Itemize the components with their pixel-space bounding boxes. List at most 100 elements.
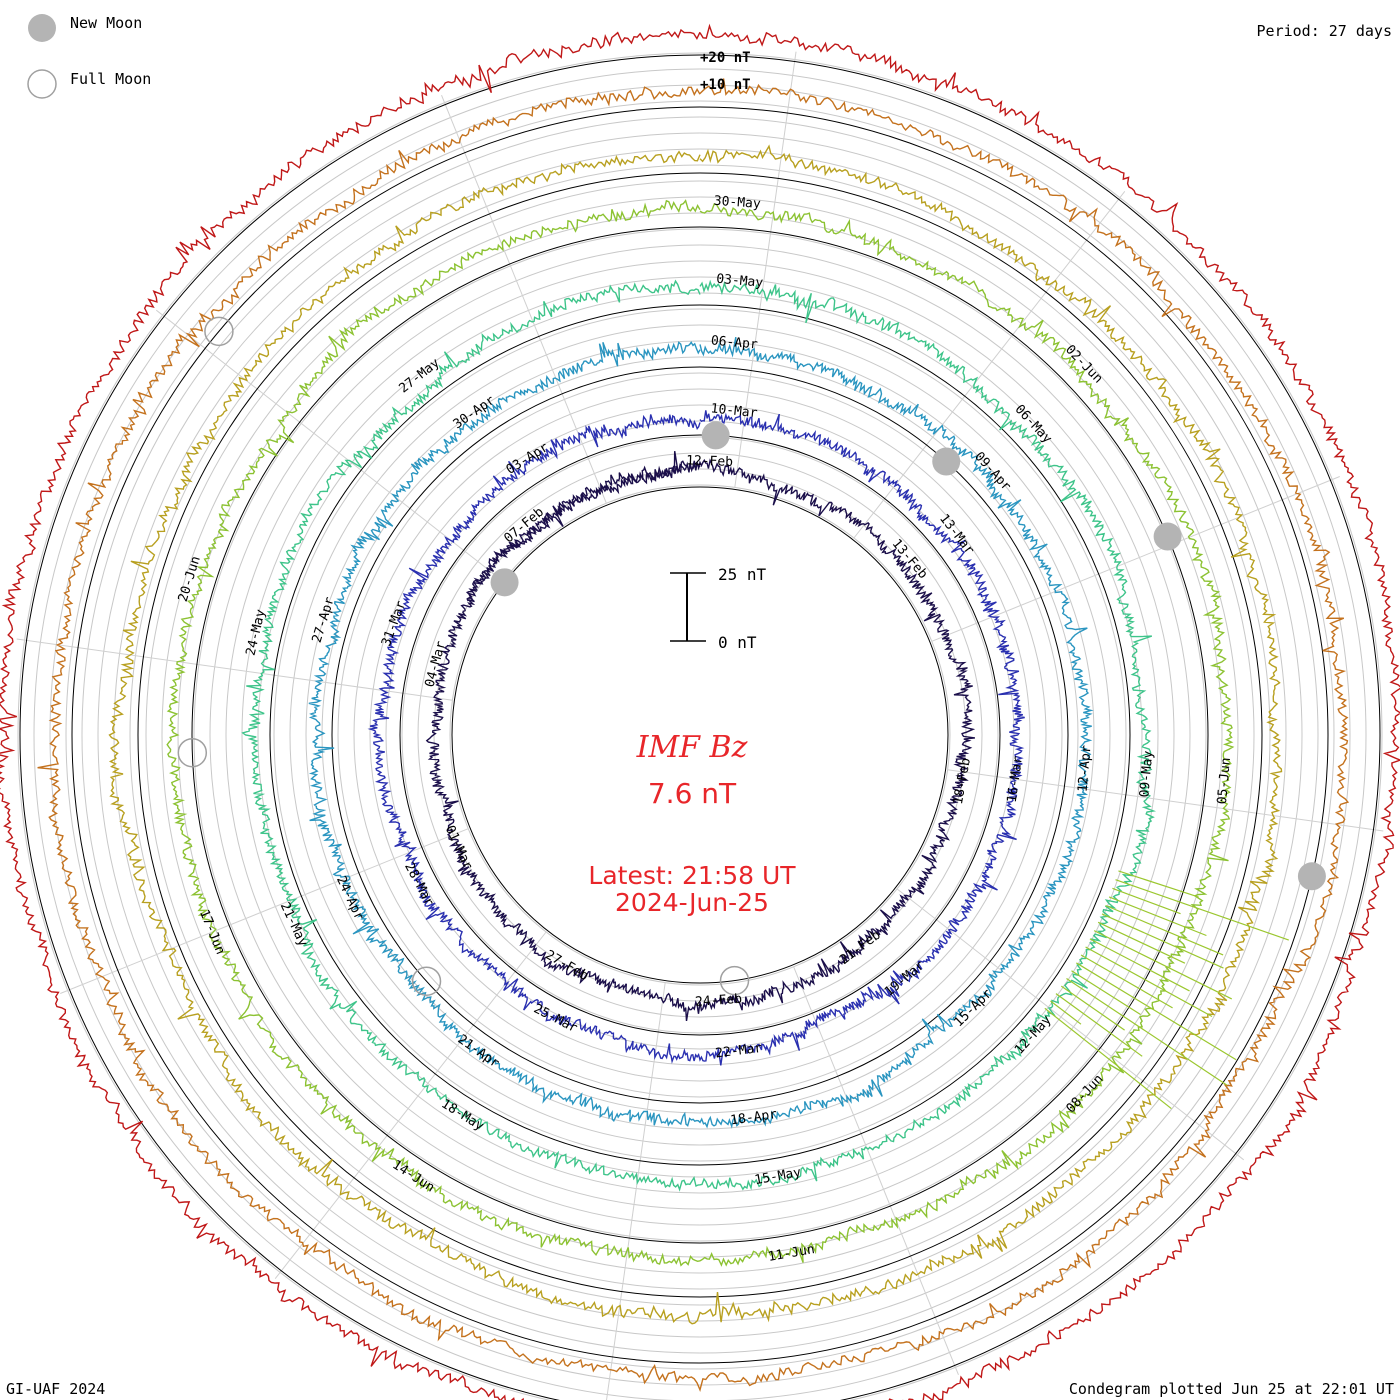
grid-spoke [441, 95, 607, 504]
date-label: 18-Apr [729, 1107, 778, 1128]
trace-ring-1 [425, 450, 976, 1022]
imf-bz-value: 7.6 nT [648, 777, 737, 810]
storm-spike [1044, 1007, 1172, 1110]
date-label: 21-May [277, 900, 311, 949]
date-label: 07-Feb [501, 505, 547, 547]
ring-baseline [331, 366, 1069, 1104]
scale-bottom-label: 0 nT [718, 633, 757, 652]
trace-ring-8 [0, 23, 1400, 1400]
date-label: 24-Apr [333, 874, 367, 923]
grid-circle [81, 116, 1319, 1354]
new-moon-marker [1153, 522, 1182, 551]
grid-spoke [853, 190, 1126, 539]
storm-spike [1093, 930, 1233, 1000]
grid-circle [65, 100, 1335, 1370]
date-label: 21-Apr [455, 1032, 502, 1071]
polar-grid [16, 51, 1384, 1400]
grid-circle [353, 388, 1047, 1082]
storm-spike [1115, 879, 1289, 941]
full-moon-marker [177, 737, 208, 768]
date-label: 12-Apr [1076, 744, 1095, 792]
full-moon-legend-icon [27, 69, 57, 99]
grid-circle [33, 68, 1367, 1400]
storm-spike [1105, 904, 1224, 956]
storm-spike [1089, 938, 1190, 992]
ring-baseline [399, 434, 1001, 1036]
storm-spike [1066, 977, 1228, 1086]
storm-spike [1071, 970, 1141, 1016]
grid-spoke [931, 476, 1340, 642]
trace-ring-6 [108, 144, 1283, 1325]
grid-circle [337, 372, 1063, 1098]
trace-ring-7 [37, 78, 1350, 1392]
imf-bz-title: IMF Bz [636, 730, 748, 765]
date-label: 02-Jun [1062, 342, 1105, 386]
latest-date: 2024-Jun-25 [615, 888, 769, 917]
date-label: 12-May [1012, 1013, 1055, 1058]
scale-bar: 25 nT 0 nT [670, 565, 767, 652]
date-label: 22-Mar [715, 1041, 764, 1062]
date-label: 17-Jun [196, 908, 228, 957]
date-label: 31-Mar [379, 599, 409, 648]
storm-spike [1055, 993, 1143, 1057]
grid-circle [97, 132, 1303, 1338]
date-label: 15-May [753, 1165, 802, 1188]
date-label: 12-Feb [686, 453, 734, 470]
period-label: Period: 27 days [1256, 22, 1392, 40]
grid-circle [385, 420, 1015, 1050]
date-label: 06-Apr [710, 333, 758, 352]
new-moon-marker [490, 568, 519, 597]
date-label: 05-Jun [1215, 757, 1234, 805]
grid-spoke [793, 966, 959, 1375]
date-label: 15-Apr [951, 986, 995, 1030]
grid-circle [401, 436, 999, 1034]
grid-spoke [155, 309, 504, 582]
storm-spike [1085, 946, 1213, 1018]
data-traces [0, 23, 1400, 1400]
grid-circle [145, 180, 1255, 1290]
ring-baseline [269, 304, 1131, 1166]
scale-top-label: 25 nT [718, 565, 767, 584]
tick-label-10nT: +10 nT [700, 77, 751, 93]
date-label: 06-May [1012, 402, 1055, 447]
storm-spike [1112, 887, 1181, 915]
new-moon-marker [932, 447, 961, 476]
new-moon-marker [1297, 862, 1326, 891]
grid-circle [193, 228, 1207, 1242]
grid-spoke [947, 769, 1384, 832]
grid-circle [289, 324, 1111, 1146]
new-moon-legend-label: New Moon [70, 14, 142, 32]
trace-ring-3 [308, 336, 1094, 1129]
grid-circle [129, 164, 1271, 1306]
ring-baseline [71, 106, 1329, 1364]
trace-ring-2 [367, 410, 1025, 1066]
date-label: 27-May [396, 356, 442, 397]
grid-spoke [734, 51, 797, 488]
latest-time: Latest: 21:58 UT [588, 861, 796, 890]
grid-circle [449, 484, 951, 986]
grid-spoke [896, 888, 1245, 1161]
grid-circle [241, 276, 1159, 1194]
grid-circle [369, 404, 1031, 1066]
grid-circle [113, 148, 1287, 1322]
storm-spike [1060, 985, 1125, 1031]
date-label: 18-Feb [951, 757, 974, 806]
grid-circle [417, 452, 983, 1018]
storm-spike [1050, 1000, 1082, 1025]
grid-circle [161, 196, 1239, 1274]
grid-circle [17, 52, 1383, 1400]
trace-ring-5 [166, 199, 1235, 1267]
grid-spoke [16, 638, 453, 701]
grid-circle [305, 340, 1095, 1130]
full-moon-legend-label: Full Moon [70, 70, 151, 88]
storm-spike [1076, 962, 1237, 1061]
grid-circle [49, 84, 1351, 1386]
storm-spike [1101, 913, 1224, 969]
moon-markers [177, 316, 1326, 996]
ring-baseline [451, 486, 949, 984]
date-label: 09-May [1137, 750, 1156, 798]
full-moon-marker [719, 965, 750, 996]
ring-baseline [137, 172, 1263, 1298]
credit-label: GI-UAF 2024 [6, 1380, 106, 1398]
